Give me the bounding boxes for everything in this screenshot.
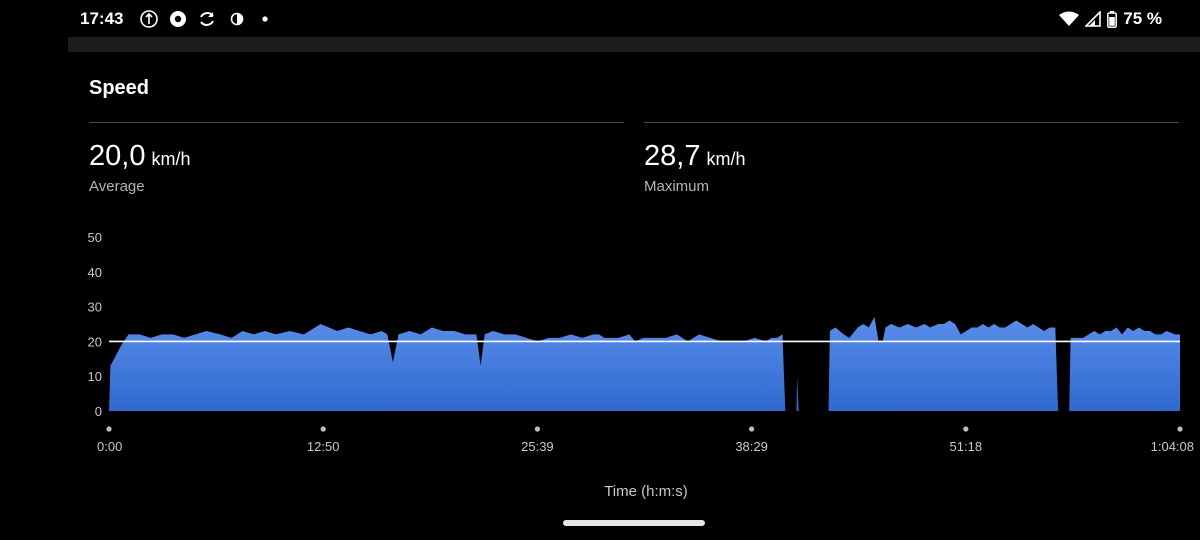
vpn-icon bbox=[140, 10, 158, 28]
x-tick-mark bbox=[320, 426, 326, 432]
x-tick-mark bbox=[106, 426, 112, 432]
app-bar-strip bbox=[68, 37, 1200, 52]
x-tick-label: 0:00 bbox=[97, 439, 122, 454]
speed-area-series bbox=[109, 317, 1180, 411]
battery-percentage: 75 % bbox=[1123, 9, 1162, 28]
divider-maximum bbox=[644, 122, 1179, 123]
x-tick-label: 12:50 bbox=[307, 439, 340, 454]
average-speed-value: 20,0 km/h bbox=[89, 140, 190, 173]
x-tick-label: 1:04:08 bbox=[1151, 439, 1194, 454]
x-tick-mark bbox=[1177, 426, 1183, 432]
x-tick-label: 51:18 bbox=[950, 439, 983, 454]
sync-icon bbox=[200, 12, 214, 26]
x-tick-label: 38:29 bbox=[735, 439, 768, 454]
x-axis-title: Time (h:m:s) bbox=[604, 483, 688, 500]
average-speed-unit: km/h bbox=[151, 149, 191, 169]
wifi-icon bbox=[1059, 11, 1080, 26]
maximum-speed-number: 28,7 bbox=[644, 140, 701, 172]
speed-chart[interactable]: 0 10 20 30 40 50 0:00 12:50 25:39 38:29 51:18 1:04… bbox=[0, 0, 1200, 470]
y-tick-label: 0 bbox=[95, 404, 102, 419]
y-tick-label: 10 bbox=[88, 369, 102, 384]
y-tick-label: 50 bbox=[88, 230, 102, 245]
y-tick-label: 20 bbox=[88, 334, 102, 349]
status-time: 17:43 bbox=[80, 9, 124, 28]
page-title: Speed bbox=[89, 77, 150, 99]
y-tick-label: 40 bbox=[88, 265, 102, 280]
cellular-signal-icon bbox=[1085, 11, 1102, 27]
contrast-icon bbox=[230, 12, 244, 26]
y-tick-label: 30 bbox=[88, 300, 102, 315]
home-indicator[interactable] bbox=[563, 520, 705, 526]
dot-icon bbox=[262, 16, 268, 22]
status-bar: 17:43 75 % bbox=[0, 0, 1200, 36]
average-speed-label: Average bbox=[89, 178, 145, 195]
x-tick-mark bbox=[749, 426, 755, 432]
x-tick-label: 25:39 bbox=[521, 439, 554, 454]
divider-average bbox=[89, 122, 624, 123]
maximum-speed-value: 28,7 km/h bbox=[644, 140, 745, 173]
maximum-speed-unit: km/h bbox=[706, 149, 746, 169]
x-tick-mark bbox=[534, 426, 541, 432]
average-speed-number: 20,0 bbox=[89, 140, 146, 172]
battery-icon bbox=[1107, 10, 1118, 28]
x-tick-mark bbox=[963, 426, 969, 432]
maximum-speed-label: Maximum bbox=[644, 178, 710, 195]
chrome-icon bbox=[170, 11, 186, 27]
